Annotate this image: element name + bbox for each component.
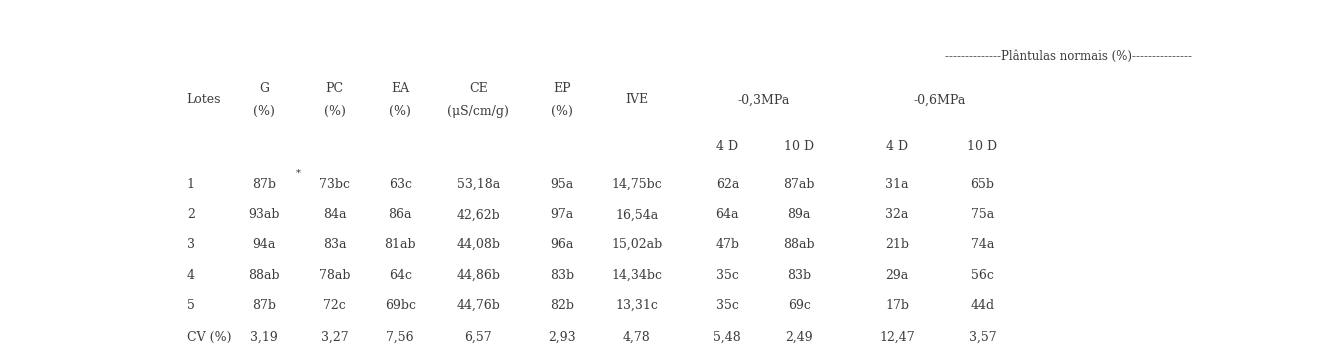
Text: 95a: 95a [550, 178, 574, 191]
Text: 74a: 74a [970, 238, 995, 251]
Text: (μS/cm/g): (μS/cm/g) [448, 105, 509, 118]
Text: 4: 4 [187, 269, 195, 282]
Text: 64a: 64a [715, 209, 739, 222]
Text: 35c: 35c [716, 269, 739, 282]
Text: 31a: 31a [886, 178, 909, 191]
Text: 32a: 32a [886, 209, 909, 222]
Text: (%): (%) [390, 105, 411, 118]
Text: 3,27: 3,27 [321, 331, 348, 344]
Text: 5: 5 [187, 299, 195, 312]
Text: CV (%): CV (%) [187, 331, 231, 344]
Text: 44,76b: 44,76b [457, 299, 500, 312]
Text: 44,86b: 44,86b [457, 269, 500, 282]
Text: 87ab: 87ab [784, 178, 814, 191]
Text: 53,18a: 53,18a [457, 178, 500, 191]
Text: 75a: 75a [970, 209, 995, 222]
Text: 17b: 17b [886, 299, 909, 312]
Text: 83b: 83b [550, 269, 574, 282]
Text: 69bc: 69bc [384, 299, 415, 312]
Text: 4 D: 4 D [886, 140, 909, 153]
Text: 3,19: 3,19 [250, 331, 278, 344]
Text: G: G [259, 81, 269, 94]
Text: Lotes: Lotes [187, 93, 222, 106]
Text: 47b: 47b [715, 238, 739, 251]
Text: *: * [296, 169, 301, 178]
Text: 2: 2 [187, 209, 195, 222]
Text: (%): (%) [253, 105, 274, 118]
Text: 44d: 44d [970, 299, 995, 312]
Text: 88ab: 88ab [249, 269, 280, 282]
Text: 96a: 96a [550, 238, 574, 251]
Text: (%): (%) [551, 105, 573, 118]
Text: 21b: 21b [886, 238, 909, 251]
Text: 87b: 87b [251, 299, 276, 312]
Text: 29a: 29a [886, 269, 909, 282]
Text: --------------Plântulas normais (%)---------------: --------------Plântulas normais (%)-----… [945, 50, 1192, 63]
Text: 94a: 94a [253, 238, 276, 251]
Text: 84a: 84a [323, 209, 347, 222]
Text: CE: CE [469, 81, 488, 94]
Text: 65b: 65b [970, 178, 995, 191]
Text: 4,78: 4,78 [622, 331, 650, 344]
Text: 73bc: 73bc [319, 178, 351, 191]
Text: 2,93: 2,93 [548, 331, 575, 344]
Text: 42,62b: 42,62b [457, 209, 500, 222]
Text: 4 D: 4 D [716, 140, 738, 153]
Text: 86a: 86a [388, 209, 413, 222]
Text: 97a: 97a [550, 209, 574, 222]
Text: 69c: 69c [788, 299, 810, 312]
Text: 2,49: 2,49 [785, 331, 813, 344]
Text: IVE: IVE [625, 93, 648, 106]
Text: 83b: 83b [788, 269, 812, 282]
Text: 14,75bc: 14,75bc [612, 178, 663, 191]
Text: PC: PC [325, 81, 344, 94]
Text: 78ab: 78ab [319, 269, 351, 282]
Text: (%): (%) [324, 105, 345, 118]
Text: 89a: 89a [788, 209, 810, 222]
Text: 62a: 62a [715, 178, 739, 191]
Text: 1: 1 [187, 178, 195, 191]
Text: 15,02ab: 15,02ab [612, 238, 663, 251]
Text: 10 D: 10 D [784, 140, 814, 153]
Text: 82b: 82b [550, 299, 574, 312]
Text: 44,08b: 44,08b [457, 238, 500, 251]
Text: EA: EA [391, 81, 410, 94]
Text: 64c: 64c [388, 269, 411, 282]
Text: 7,56: 7,56 [387, 331, 414, 344]
Text: 3,57: 3,57 [969, 331, 996, 344]
Text: 56c: 56c [972, 269, 995, 282]
Text: 83a: 83a [323, 238, 347, 251]
Text: 72c: 72c [324, 299, 345, 312]
Text: 12,47: 12,47 [879, 331, 915, 344]
Text: 87b: 87b [251, 178, 276, 191]
Text: 88ab: 88ab [784, 238, 814, 251]
Text: 6,57: 6,57 [465, 331, 492, 344]
Text: 13,31c: 13,31c [616, 299, 659, 312]
Text: 93ab: 93ab [249, 209, 280, 222]
Text: 5,48: 5,48 [714, 331, 741, 344]
Text: -0,6MPa: -0,6MPa [914, 93, 966, 106]
Text: 35c: 35c [716, 299, 739, 312]
Text: -0,3MPa: -0,3MPa [738, 93, 790, 106]
Text: 63c: 63c [388, 178, 411, 191]
Text: 10 D: 10 D [968, 140, 997, 153]
Text: 14,34bc: 14,34bc [612, 269, 663, 282]
Text: EP: EP [552, 81, 571, 94]
Text: 81ab: 81ab [384, 238, 417, 251]
Text: 16,54a: 16,54a [616, 209, 659, 222]
Text: 3: 3 [187, 238, 195, 251]
